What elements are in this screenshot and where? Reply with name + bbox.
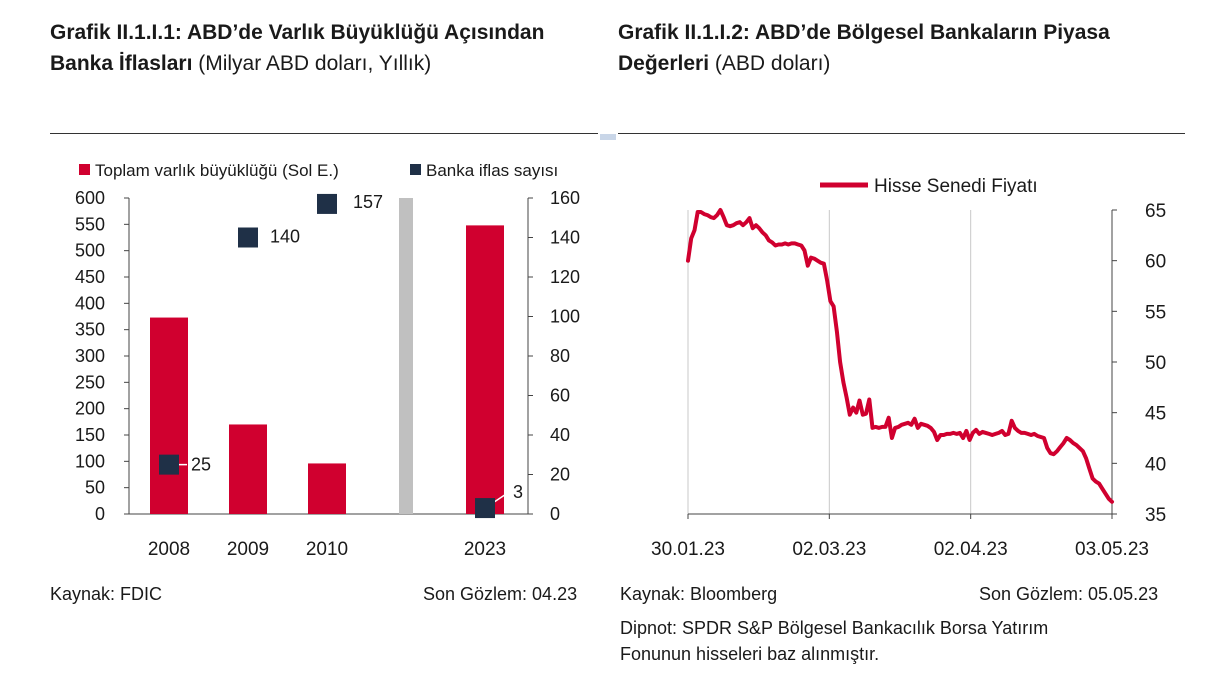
left-y-tick-label: 100 [75,451,105,471]
marker-bank-failures [238,227,258,248]
y-tick-label: 40 [1145,454,1166,475]
y-tick-label: 55 [1145,302,1166,323]
left-y-tick-label: 350 [75,320,105,340]
right-y-tick-label: 0 [550,504,560,524]
left-y-tick-label: 500 [75,241,105,261]
data-label-bank-failures: 3 [513,482,523,502]
y-tick-label: 35 [1145,505,1166,526]
right-source: Kaynak: Bloomberg [620,584,778,604]
right-title-bold: Grafik II.1.I.2: ABD’de Bölgesel Bankala… [618,21,1110,75]
left-divider [50,133,598,134]
data-label-bank-failures: 140 [270,227,300,247]
right-footnote-line-2: Fonunun hisseleri baz alınmıştır. [620,644,880,664]
y-tick-label: 65 [1145,201,1166,222]
left-last-observation: Son Gözlem: 04.23 [423,584,578,604]
x-category-label: 2010 [306,539,348,560]
right-y-tick-label: 40 [550,425,570,445]
legend-label-asset-size: Toplam varlık büyüklüğü (Sol E.) [95,161,339,180]
legend-label-stock-price: Hisse Senedi Fiyatı [874,176,1038,197]
left-source: Kaynak: FDIC [50,584,163,604]
marker-bank-failures [159,454,179,475]
right-last-observation: Son Gözlem: 05.05.23 [979,584,1159,604]
left-title-unit: (Milyar ABD doları, Yıllık) [192,52,432,75]
x-category-label: 2008 [148,539,190,560]
legend-swatch-bank-failures [410,164,421,175]
right-y-tick-label: 100 [550,307,580,327]
right-chart-title: Grafik II.1.I.2: ABD’de Bölgesel Bankala… [618,17,1198,79]
data-label-bank-failures: 157 [353,192,383,212]
left-y-tick-label: 450 [75,267,105,287]
bar-asset-size [466,225,504,514]
bar-asset-size [150,317,188,514]
left-bar-chart: Toplam varlık büyüklüğü (Sol E.) Banka if… [75,161,580,560]
right-divider [618,133,1185,134]
marker-bank-failures [317,193,337,214]
left-y-tick-label: 550 [75,214,105,234]
x-tick-label: 02.04.23 [934,539,1008,560]
left-chart-title: Grafik II.1.I.1: ABD’de Varlık Büyüklüğü… [50,17,610,79]
right-y-tick-label: 120 [550,267,580,287]
series-line-stock-price [686,208,1114,504]
right-y-tick-label: 60 [550,386,570,406]
right-y-tick-label: 140 [550,228,580,248]
y-tick-label: 60 [1145,252,1166,273]
left-y-tick-label: 300 [75,346,105,366]
marker-bank-failures [475,498,495,519]
bar-asset-size [229,424,267,514]
x-tick-label: 02.03.23 [792,539,866,560]
left-y-tick-label: 50 [85,478,105,498]
axis-break-band [399,198,413,514]
left-y-tick-label: 250 [75,372,105,392]
center-marker [600,134,616,140]
y-tick-label: 50 [1145,353,1166,374]
left-y-tick-label: 400 [75,293,105,313]
x-category-label: 2023 [464,539,506,560]
right-title-unit: (ABD doları) [709,52,831,75]
right-y-tick-label: 20 [550,465,570,485]
left-y-tick-label: 200 [75,399,105,419]
left-y-tick-label: 0 [95,504,105,524]
y-tick-label: 45 [1145,404,1166,425]
right-y-tick-label: 80 [550,346,570,366]
bar-asset-size [308,463,346,514]
left-y-tick-label: 150 [75,425,105,445]
right-footnote-line-1: Dipnot: SPDR S&P Bölgesel Bankacılık Bor… [620,618,1049,638]
right-y-tick-label: 160 [550,188,580,208]
data-label-bank-failures: 25 [191,455,211,475]
left-title-bold: Grafik II.1.I.1: ABD’de Varlık Büyüklüğü… [50,21,545,75]
legend-label-bank-failures: Banka iflas sayısı [426,161,558,180]
left-y-tick-label: 600 [75,188,105,208]
x-tick-label: 30.01.23 [651,539,725,560]
x-category-label: 2009 [227,539,269,560]
right-line-chart: Hisse Senedi Fiyatı 30.01.23 02.03.23 02.04… [651,176,1166,560]
x-tick-label: 03.05.23 [1075,539,1149,560]
legend-swatch-asset-size [79,164,90,175]
